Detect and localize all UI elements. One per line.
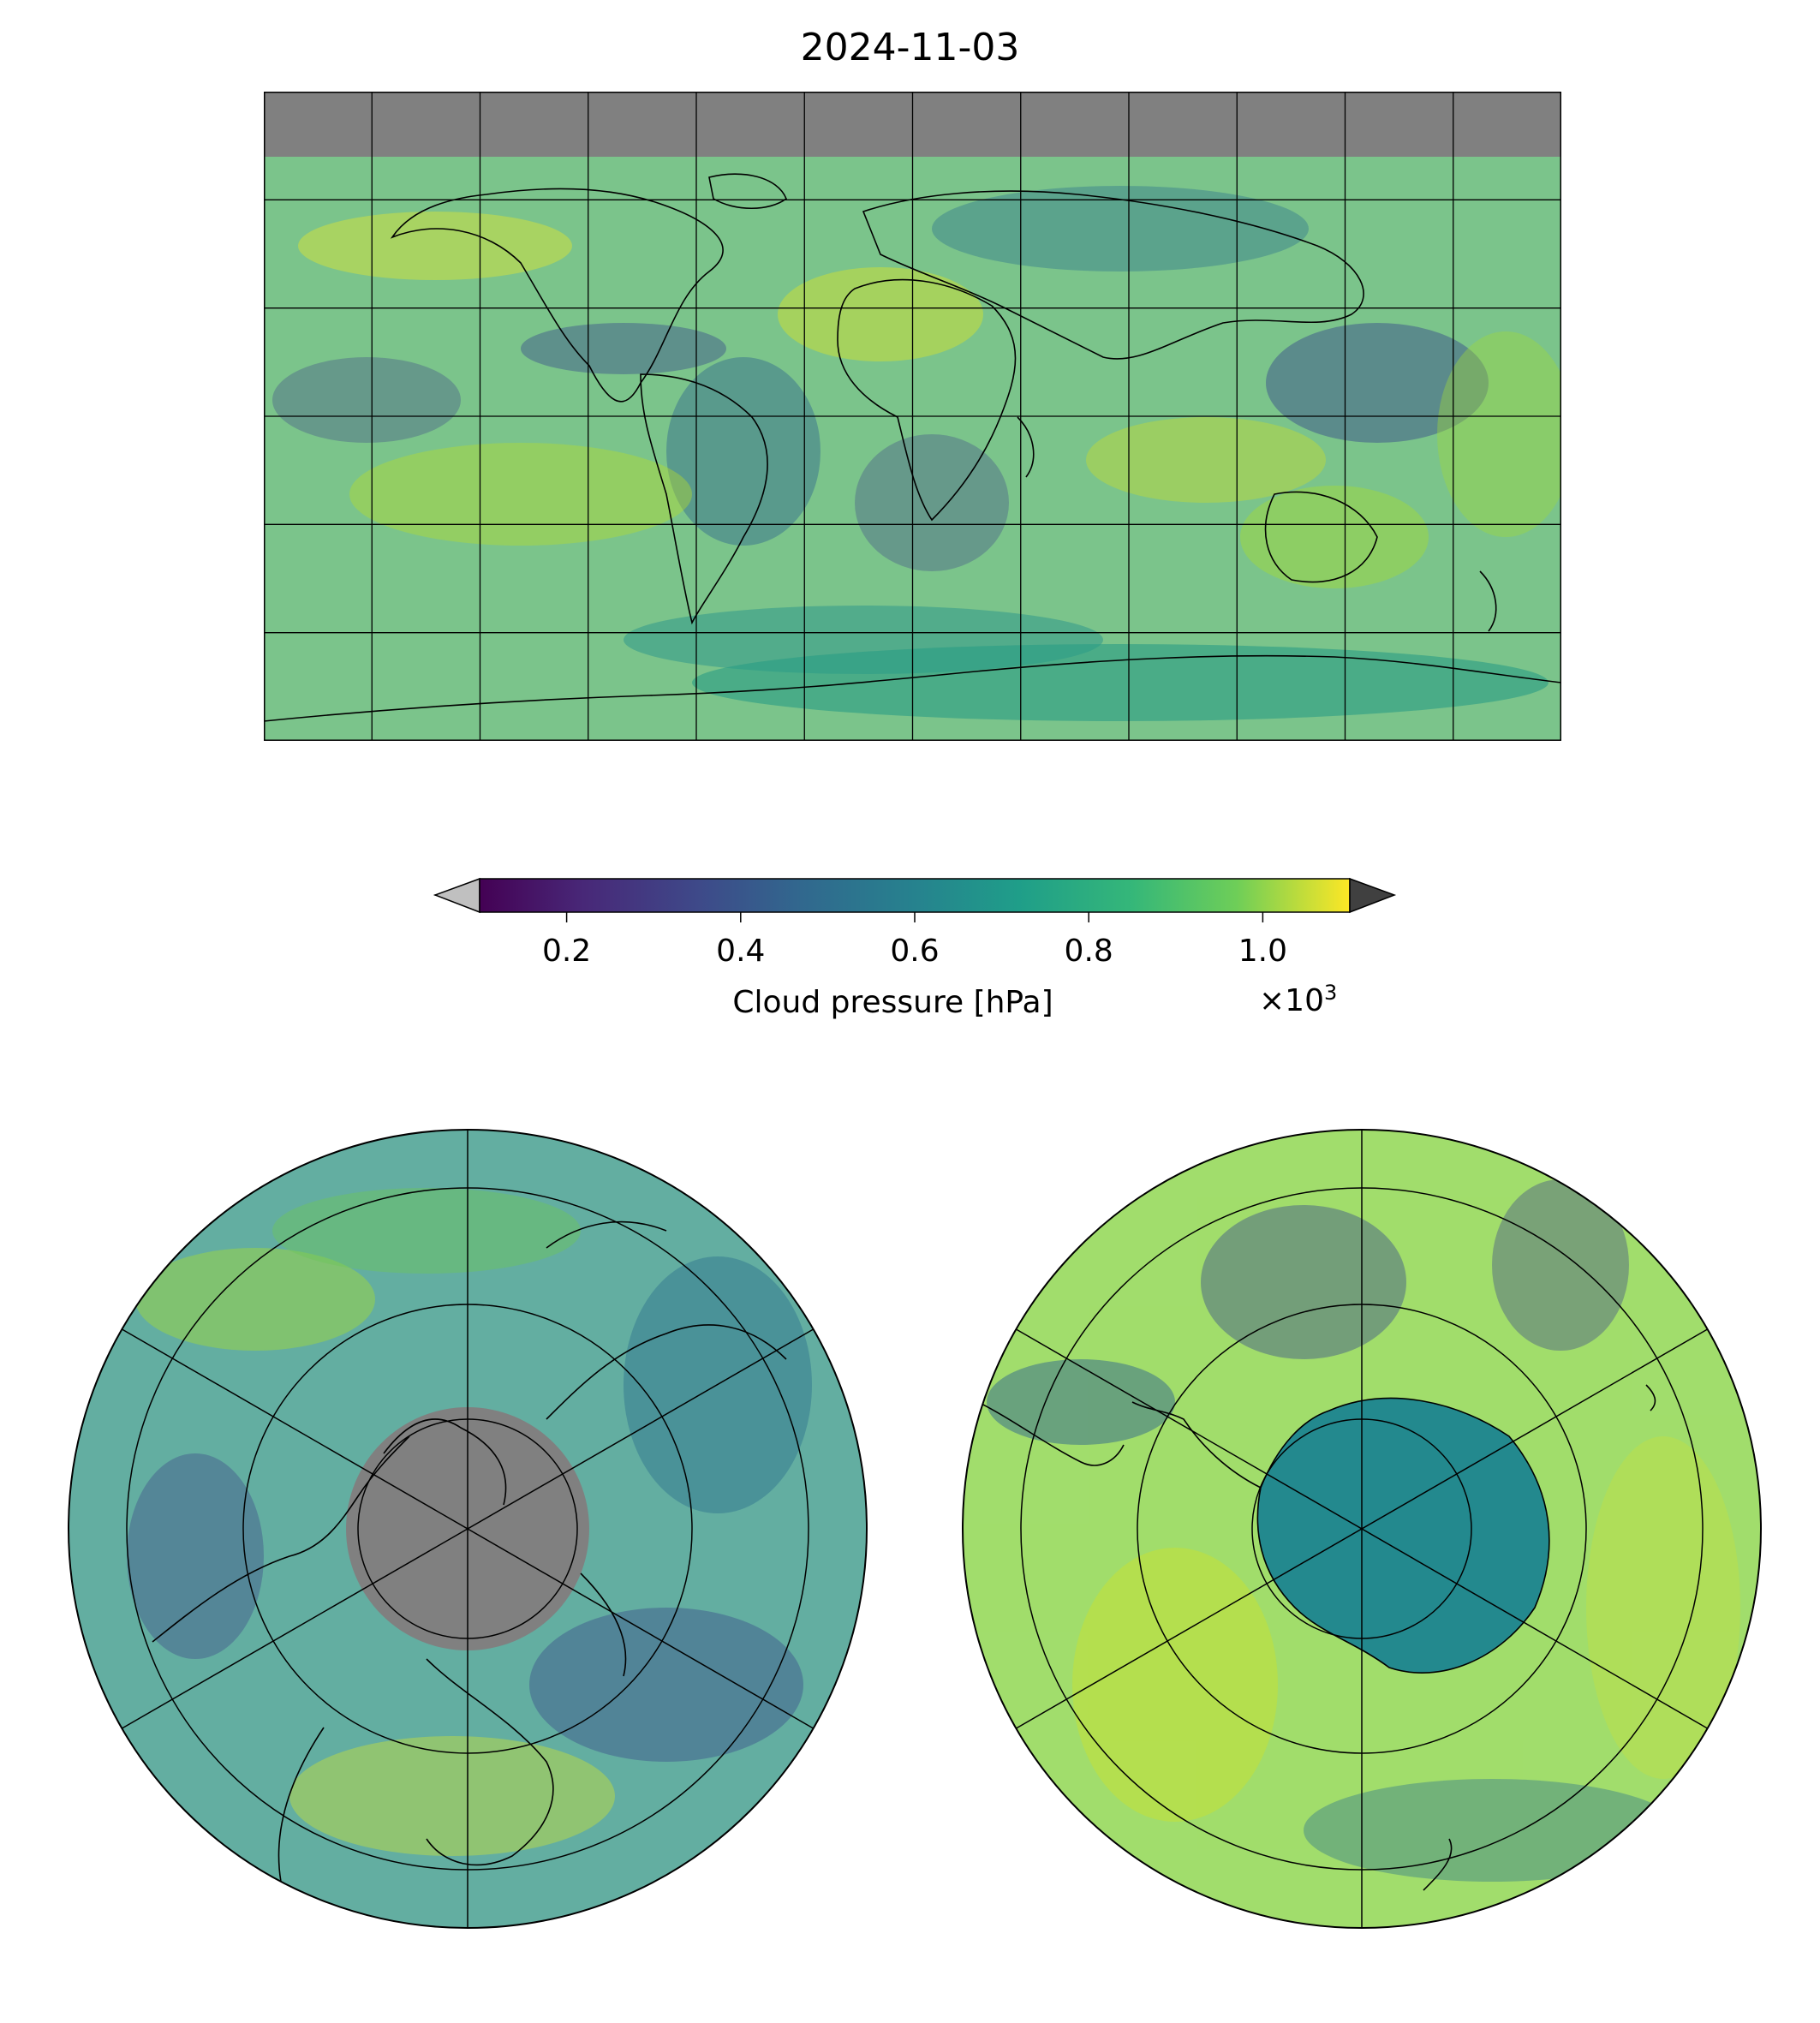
- north-map-frame: [68, 1129, 868, 1929]
- colorbar-label: Cloud pressure [hPa]: [732, 985, 1053, 1020]
- colorbar-tick-label: 0.6: [890, 934, 940, 969]
- global-map-frame: [264, 92, 1561, 741]
- south-polar-map: [962, 1129, 1762, 1929]
- global-map: [264, 92, 1561, 741]
- colorbar-gradient: [479, 878, 1351, 913]
- colorbar-tick-label: 1.0: [1238, 934, 1288, 969]
- colorbar-multiplier: ×103: [1259, 981, 1338, 1018]
- figure-title: 2024-11-03: [800, 26, 1020, 69]
- south-map-frame: [962, 1129, 1762, 1929]
- colorbar-tick-label: 0.2: [541, 934, 592, 969]
- north-meridian: [122, 1328, 814, 1729]
- north-polar-map: [68, 1129, 868, 1929]
- south-antarctica-fill: [1257, 1398, 1549, 1674]
- colorbar-tick-label: 0.4: [716, 934, 766, 969]
- global-coastlines: [264, 173, 1561, 722]
- global-gridlines: [264, 92, 1561, 741]
- global-cloud-patches: [272, 186, 1561, 721]
- south-gridlines: [1016, 1130, 1708, 1928]
- colorbar-tick-label: 0.8: [1064, 934, 1113, 969]
- south-coastlines: [977, 1384, 1656, 1891]
- north-gridlines: [122, 1130, 814, 1928]
- colorbar: [433, 877, 1397, 922]
- colorbar-over-extend: [1349, 877, 1397, 914]
- north-coastlines: [152, 1220, 787, 1883]
- colorbar-under-extend: [433, 877, 480, 914]
- south-meridian: [1016, 1328, 1708, 1729]
